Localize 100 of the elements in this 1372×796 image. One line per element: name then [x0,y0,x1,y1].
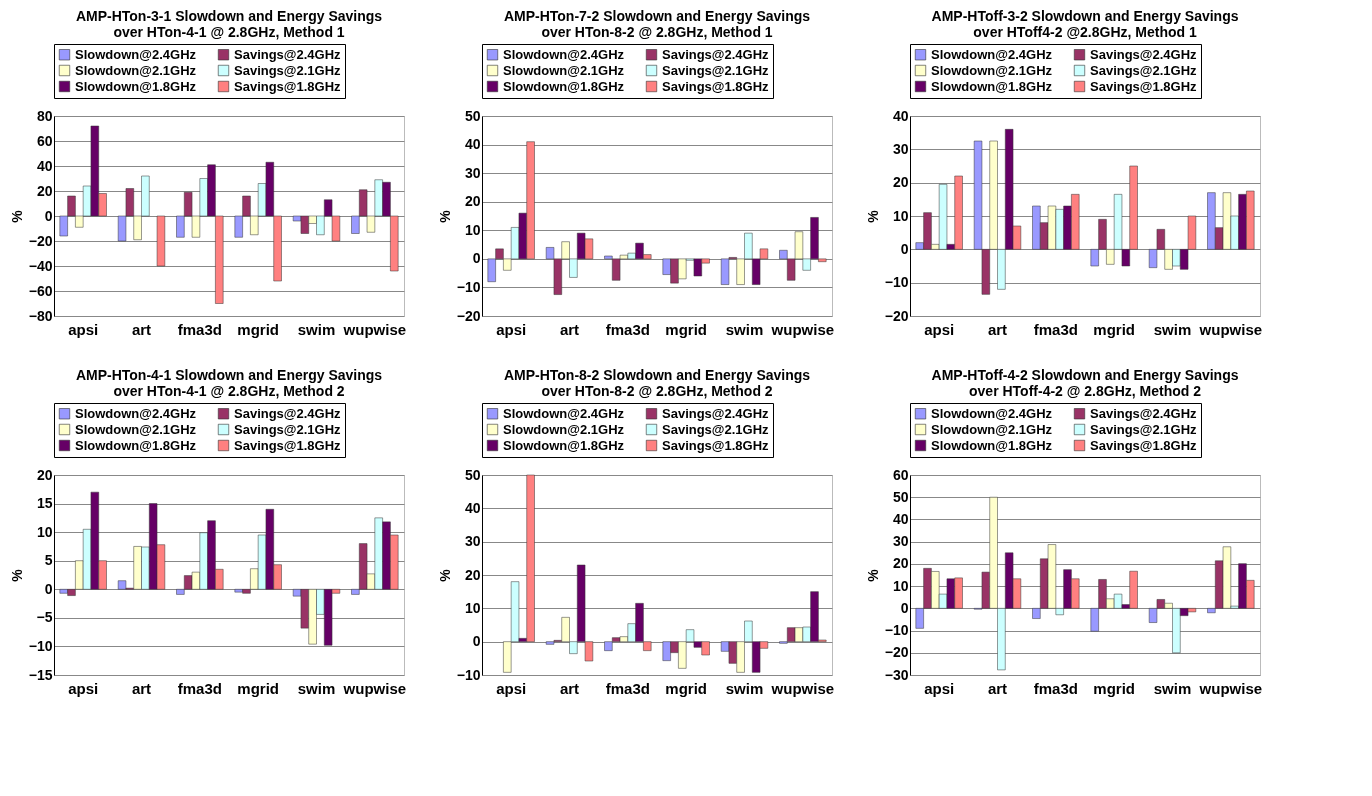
x-tick-label: apsi [496,679,527,697]
chart-title: AMP-HTon-4-1 Slowdown and Energy Savings over HTon-4-1 @ 2.8GHz, Method 2 [75,366,383,399]
y-tick-label: 10 [464,599,481,616]
legend-label: Slowdown@1.8GHz [75,437,197,453]
x-tick-label: swim [725,320,764,338]
x-tick-label: mgrid [1093,679,1135,697]
legend-label: Savings@2.4GHz [234,405,342,421]
y-tick-label: −20 [456,307,481,324]
legend-label: Savings@1.8GHz [662,437,770,453]
y-tick-label: 0 [472,633,481,650]
y-tick-label: 0 [44,580,53,597]
legend-label: Slowdown@1.8GHz [931,78,1053,94]
x-tick-label: mgrid [1093,320,1135,338]
x-tick-label: swim [297,320,336,338]
y-tick-label: 20 [36,466,53,483]
x-tick-label: mgrid [237,320,279,338]
legend-label: Savings@2.1GHz [234,421,342,437]
x-tick-label: swim [725,679,764,697]
x-tick-label: fma3d [177,679,222,697]
y-tick-label: −10 [456,278,481,295]
y-tick-label: −20 [28,232,53,249]
legend-label: Slowdown@1.8GHz [503,78,625,94]
x-tick-label: fma3d [605,320,650,338]
x-tick-label: mgrid [237,679,279,697]
x-tick-label: apsi [924,320,955,338]
y-tick-label: 0 [900,599,909,616]
y-tick-label: −20 [884,307,909,324]
x-tick-label: swim [297,679,336,697]
x-tick-label: art [131,679,152,697]
x-tick-label: wupwise [342,679,407,697]
y-axis-title: % [436,209,453,223]
chart-title: AMP-HToff-4-2 Slowdown and Energy Savings over HToff-4-2 @ 2.8GHz, Method 2 [931,366,1239,399]
x-tick-label: wupwise [770,679,835,697]
x-tick-label: swim [1153,320,1192,338]
y-tick-label: 60 [36,132,53,149]
y-tick-label: −10 [884,622,909,639]
y-tick-label: −40 [28,257,53,274]
y-axis-title: % [8,568,25,582]
legend-label: Slowdown@2.1GHz [931,62,1053,78]
x-tick-label: apsi [68,679,99,697]
y-tick-label: 50 [464,466,481,483]
x-tick-label: wupwise [1198,679,1263,697]
legend-label: Slowdown@1.8GHz [931,437,1053,453]
legend-label: Savings@1.8GHz [1090,437,1198,453]
y-tick-label: 60 [892,466,909,483]
y-tick-label: 30 [464,164,481,181]
chart-title: AMP-HTon-8-2 Slowdown and Energy Savings over HTon-8-2 @ 2.8GHz, Method 2 [503,366,811,399]
x-tick-label: fma3d [605,679,650,697]
chart-title: AMP-HTon-7-2 Slowdown and Energy Savings over HTon-8-2 @ 2.8GHz, Method 1 [503,7,811,40]
legend-label: Savings@2.4GHz [234,46,342,62]
x-tick-label: art [559,679,580,697]
legend-label: Savings@2.1GHz [1090,421,1198,437]
bar [156,215,166,267]
y-tick-label: 40 [36,157,53,174]
legend-label: Slowdown@2.1GHz [931,421,1053,437]
x-tick-label: mgrid [665,679,707,697]
y-tick-label: 40 [464,136,481,153]
y-tick-label: 5 [44,552,53,569]
x-tick-label: art [131,320,152,338]
legend-label: Slowdown@2.4GHz [503,46,625,62]
legend-label: Savings@1.8GHz [234,437,342,453]
legend-label: Savings@2.1GHz [662,62,770,78]
legend-label: Slowdown@1.8GHz [75,78,197,94]
y-tick-label: 15 [36,495,53,512]
y-tick-label: 0 [472,250,481,267]
x-tick-label: art [559,320,580,338]
legend-label: Savings@2.4GHz [662,46,770,62]
legend-label: Slowdown@2.1GHz [503,421,625,437]
y-tick-label: 20 [464,193,481,210]
y-tick-label: 10 [892,577,909,594]
legend-label: Slowdown@2.1GHz [503,62,625,78]
y-tick-label: 10 [464,221,481,238]
y-tick-label: −10 [884,274,909,291]
x-tick-label: fma3d [1033,320,1078,338]
y-tick-label: 30 [464,533,481,550]
legend-label: Slowdown@2.4GHz [503,405,625,421]
y-tick-label: −10 [28,637,53,654]
chart-title: AMP-HTon-3-1 Slowdown and Energy Savings over HTon-4-1 @ 2.8GHz, Method 1 [75,7,383,40]
x-tick-label: apsi [68,320,99,338]
y-tick-label: 40 [892,510,909,527]
legend-label: Slowdown@2.4GHz [75,405,197,421]
y-axis-title: % [436,568,453,582]
x-tick-label: fma3d [177,320,222,338]
y-tick-label: 30 [892,140,909,157]
y-tick-label: 20 [892,555,909,572]
legend-label: Slowdown@1.8GHz [503,437,625,453]
x-tick-label: apsi [496,320,527,338]
y-tick-label: 40 [892,107,909,124]
legend-label: Savings@1.8GHz [1090,78,1198,94]
y-tick-label: −30 [884,666,909,683]
y-axis-title: % [8,209,25,223]
y-tick-label: 20 [892,174,909,191]
y-tick-label: 20 [36,182,53,199]
y-tick-label: 30 [892,533,909,550]
y-tick-label: 10 [892,207,909,224]
x-tick-label: art [987,320,1008,338]
legend-label: Savings@2.4GHz [1090,405,1198,421]
legend-label: Savings@1.8GHz [234,78,342,94]
x-tick-label: mgrid [665,320,707,338]
x-tick-label: art [987,679,1008,697]
